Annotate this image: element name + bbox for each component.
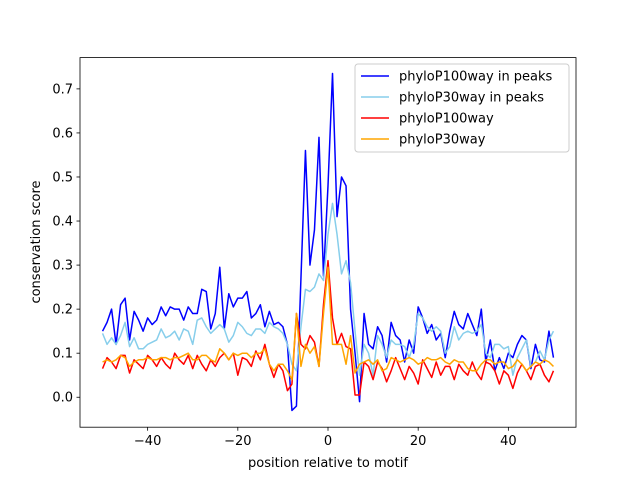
x-tick-label: 40 <box>500 434 517 449</box>
y-tick-label: 0.1 <box>52 347 73 362</box>
y-tick-label: 0.3 <box>52 259 73 274</box>
series-lines <box>101 72 555 412</box>
legend-label: phyloP100way <box>399 112 494 127</box>
y-tick-label: 0.6 <box>52 126 73 141</box>
y-tick-label: 0.2 <box>52 303 73 318</box>
x-axis-label: position relative to motif <box>248 456 408 471</box>
legend-label: phyloP30way <box>399 133 486 148</box>
x-tick-label: 0 <box>324 434 332 449</box>
x-tick-label: −40 <box>134 434 161 449</box>
y-axis-label: conservation score <box>29 180 44 303</box>
series-line-1 <box>101 202 555 376</box>
y-tick-label: 0.4 <box>52 215 73 230</box>
x-tick-label: −20 <box>224 434 251 449</box>
legend-box <box>354 63 570 153</box>
legend: phyloP100way in peaks phyloP30way in peak… <box>354 63 570 153</box>
legend-label: phyloP100way in peaks <box>399 70 553 85</box>
series-line-0 <box>101 72 555 412</box>
y-tick-label: 0.5 <box>52 170 73 185</box>
y-axis: 0.0 0.1 0.2 0.3 0.4 0.5 0.6 0.7 <box>52 82 80 406</box>
y-tick-label: 0.7 <box>52 82 73 97</box>
x-tick-label: 20 <box>410 434 427 449</box>
x-axis: −40 −20 0 20 40 <box>134 427 517 449</box>
legend-label: phyloP30way in peaks <box>399 91 544 106</box>
series-line-3 <box>102 266 554 381</box>
y-tick-label: 0.0 <box>52 391 73 406</box>
